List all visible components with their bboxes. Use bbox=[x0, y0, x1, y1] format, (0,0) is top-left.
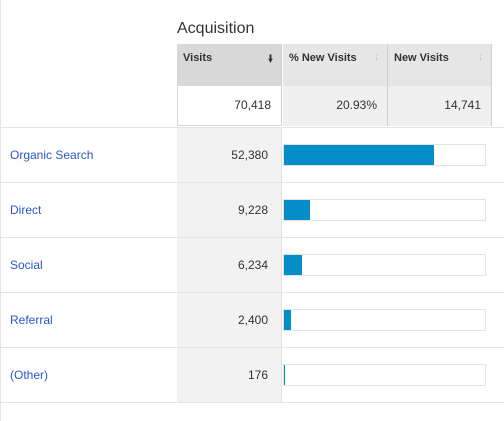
bar-track bbox=[283, 254, 486, 276]
row-divider bbox=[0, 292, 504, 293]
group-title: Acquisition bbox=[177, 20, 255, 37]
visits-column-background bbox=[177, 128, 282, 403]
table-row: Referral 2,400 bbox=[0, 293, 504, 348]
table-row: Social 6,234 bbox=[0, 238, 504, 293]
row-divider bbox=[0, 127, 504, 128]
visits-bar bbox=[284, 365, 285, 385]
row-divider bbox=[0, 237, 504, 238]
channel-link-social[interactable]: Social bbox=[10, 258, 43, 272]
visits-bar bbox=[284, 255, 302, 275]
visits-bar bbox=[284, 145, 434, 165]
table-left-border bbox=[0, 0, 1, 421]
table-row: Organic Search 52,380 bbox=[0, 128, 504, 183]
total-pct-new-visits: 20.93% bbox=[283, 86, 388, 126]
table-row: (Other) 176 bbox=[0, 348, 504, 403]
row-divider bbox=[0, 182, 504, 183]
column-header-label: % New Visits bbox=[289, 52, 357, 64]
column-header-label: Visits bbox=[183, 52, 213, 64]
column-header-label: New Visits bbox=[394, 52, 449, 64]
visits-bar bbox=[284, 310, 291, 330]
column-header-pct-new-visits[interactable]: % New Visits ↓ bbox=[283, 44, 388, 86]
row-divider bbox=[0, 402, 504, 403]
sort-arrow-icon: ↓ bbox=[478, 52, 483, 63]
visits-value: 52,380 bbox=[231, 148, 268, 162]
channel-link-direct[interactable]: Direct bbox=[10, 203, 42, 217]
visits-value: 6,234 bbox=[237, 258, 268, 272]
visits-value: 9,228 bbox=[237, 203, 268, 217]
total-new-visits: 14,741 bbox=[388, 86, 492, 126]
table-row: Direct 9,228 bbox=[0, 183, 504, 238]
channel-link-referral[interactable]: Referral bbox=[10, 313, 53, 327]
row-divider bbox=[0, 347, 504, 348]
channel-link-organic-search[interactable]: Organic Search bbox=[10, 148, 94, 162]
channel-link-other[interactable]: (Other) bbox=[10, 368, 49, 382]
column-header-visits[interactable]: Visits 🠛 bbox=[177, 44, 282, 86]
visits-value: 176 bbox=[247, 368, 268, 382]
column-header-new-visits[interactable]: New Visits ↓ bbox=[388, 44, 492, 86]
bar-track bbox=[283, 309, 486, 331]
sort-arrow-icon: ↓ bbox=[374, 52, 379, 63]
visits-value: 2,400 bbox=[237, 313, 268, 327]
bar-track bbox=[283, 364, 486, 386]
bar-track bbox=[283, 144, 486, 166]
sort-desc-arrow-icon: 🠛 bbox=[267, 54, 273, 65]
bar-track bbox=[283, 199, 486, 221]
visits-bar bbox=[284, 200, 311, 220]
total-visits: 70,418 bbox=[177, 86, 282, 126]
